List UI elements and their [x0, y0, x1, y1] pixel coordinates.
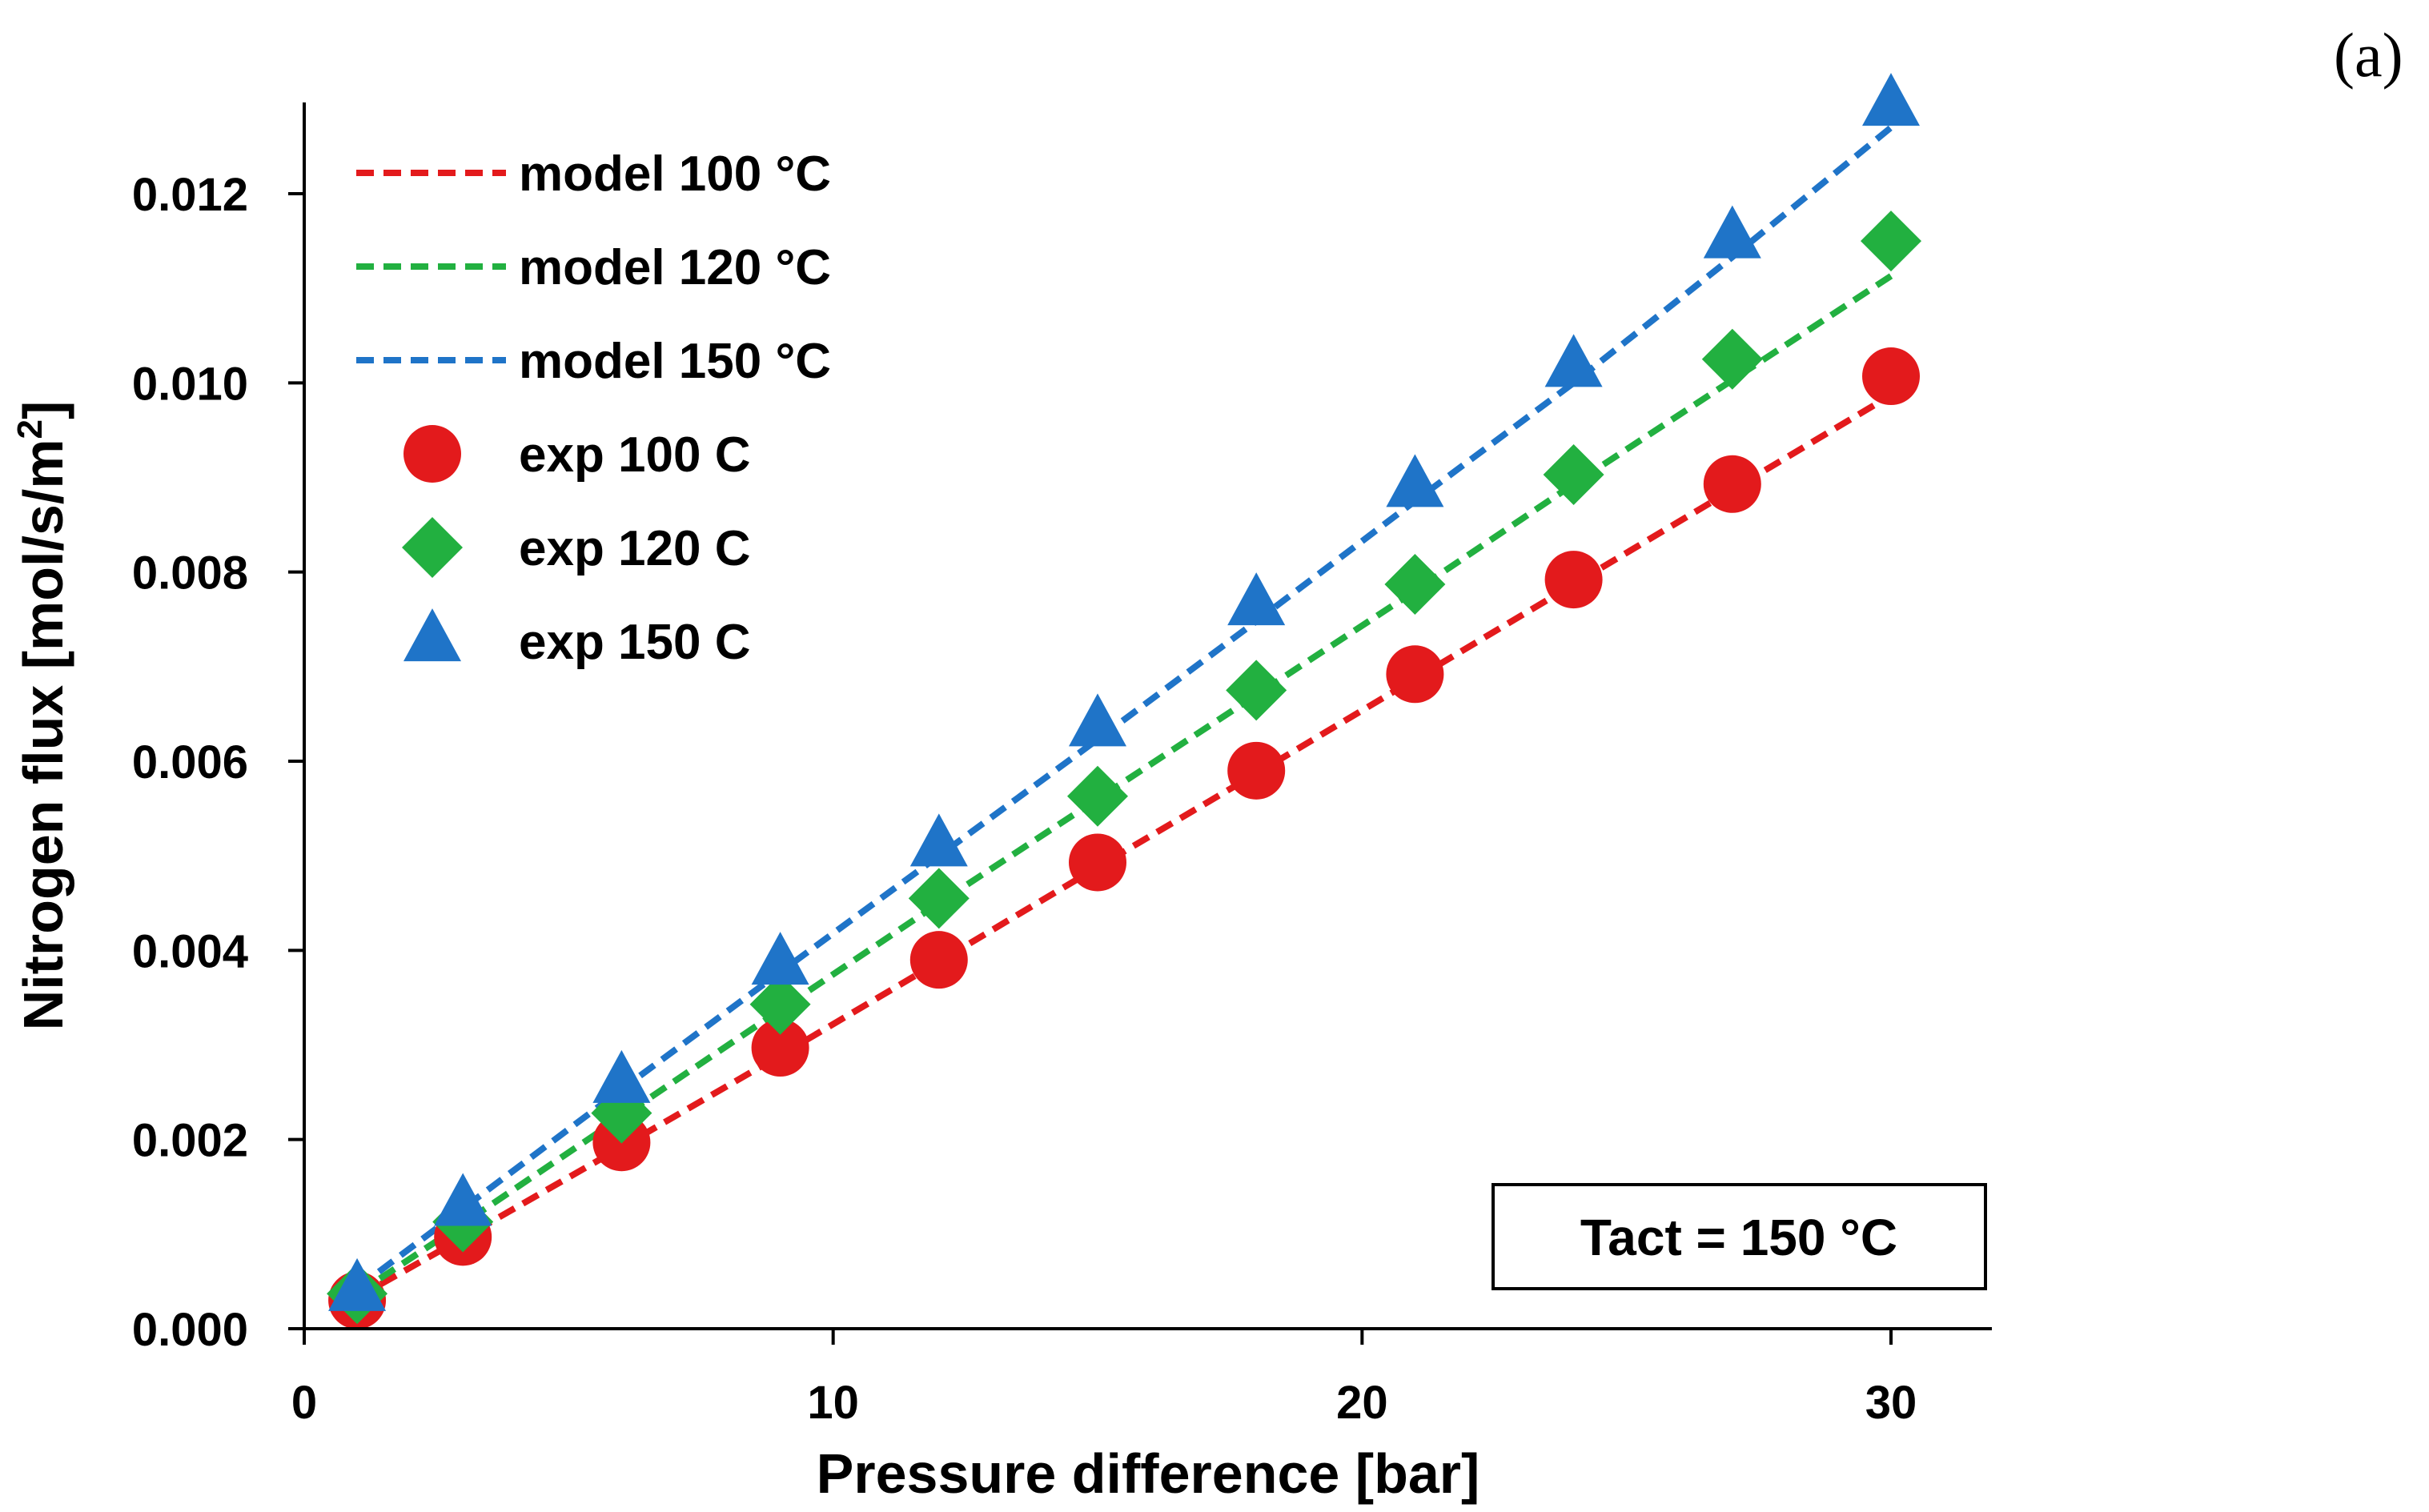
x-tick-label: 20	[1336, 1377, 1388, 1429]
marker-triangle	[1544, 334, 1603, 387]
marker-diamond	[1701, 328, 1763, 390]
marker-triangle	[434, 1173, 492, 1226]
legend-label: model 100 °C	[519, 146, 831, 202]
legend-label: exp 100 C	[519, 427, 751, 483]
marker-diamond	[1384, 554, 1446, 616]
y-axis-title-end: ]	[12, 401, 74, 419]
marker-triangle	[1069, 693, 1126, 747]
legend-label: model 120 °C	[519, 240, 831, 295]
legend: model 100 °C model 120 °C model 150 °C exp …	[356, 146, 831, 670]
y-tick-label: 0.004	[132, 925, 248, 977]
x-axis-title: Pressure difference [bar]	[817, 1442, 1480, 1505]
y-tick-label: 0.012	[132, 169, 248, 221]
marker-circle	[751, 1019, 809, 1077]
y-tick-label: 0.008	[132, 547, 248, 600]
x-tick-label: 10	[807, 1377, 859, 1429]
marker-triangle	[1862, 73, 1920, 126]
y-axis-title: Nitrogen flux [mol/s/m2]	[10, 401, 74, 1031]
tick-labels: 0.000 0.002 0.004 0.006 0.008 0.010 0.012 0 10 20…	[132, 169, 1917, 1429]
panel-label: (a)	[2334, 20, 2403, 90]
marker-triangle	[751, 932, 809, 985]
marker-diamond	[1861, 211, 1921, 272]
marker-circle	[1386, 645, 1444, 704]
model-line-3	[355, 125, 1893, 1291]
annotation-box	[1492, 1183, 1987, 1290]
legend-label: exp 150 C	[519, 615, 751, 670]
model-lines	[355, 125, 1893, 1301]
legend-marker-swatch	[402, 517, 463, 578]
marker-triangle	[592, 1049, 651, 1103]
legend-marker-swatch	[403, 608, 461, 662]
marker-circle	[1069, 833, 1126, 892]
marker-circle	[909, 931, 968, 989]
marker-triangle	[909, 813, 968, 867]
y-tick-label: 0.000	[132, 1304, 248, 1356]
marker-triangle	[328, 1257, 387, 1311]
marker-triangle	[1227, 572, 1286, 626]
marker-circle	[1544, 551, 1603, 609]
marker-diamond	[1067, 765, 1128, 827]
model-line-2	[355, 273, 1893, 1297]
legend-label: model 150 °C	[519, 334, 831, 389]
data-markers	[327, 73, 1921, 1330]
legend-label: exp 120 C	[519, 521, 751, 576]
marker-triangle	[1703, 205, 1761, 259]
marker-circle	[1703, 455, 1761, 513]
y-axis-title-superscript: 2	[10, 419, 50, 439]
marker-diamond	[749, 973, 811, 1035]
x-tick-label: 30	[1865, 1377, 1917, 1429]
y-tick-label: 0.002	[132, 1115, 248, 1167]
x-tick-label: 0	[291, 1377, 317, 1429]
legend-marker-swatch	[403, 425, 461, 483]
marker-diamond	[1226, 660, 1287, 721]
marker-circle	[1227, 741, 1286, 800]
y-axis-title-main: Nitrogen flux [mol/s/m	[12, 439, 74, 1030]
y-tick-label: 0.006	[132, 736, 248, 788]
ticks	[288, 192, 1893, 1345]
marker-triangle	[1386, 454, 1444, 507]
marker-diamond	[1543, 443, 1604, 505]
annotation-text: Tact = 150 °C	[1580, 1209, 1897, 1266]
y-tick-label: 0.010	[132, 358, 248, 410]
axes	[303, 102, 1992, 1330]
marker-circle	[1862, 347, 1920, 406]
marker-diamond	[908, 868, 970, 929]
